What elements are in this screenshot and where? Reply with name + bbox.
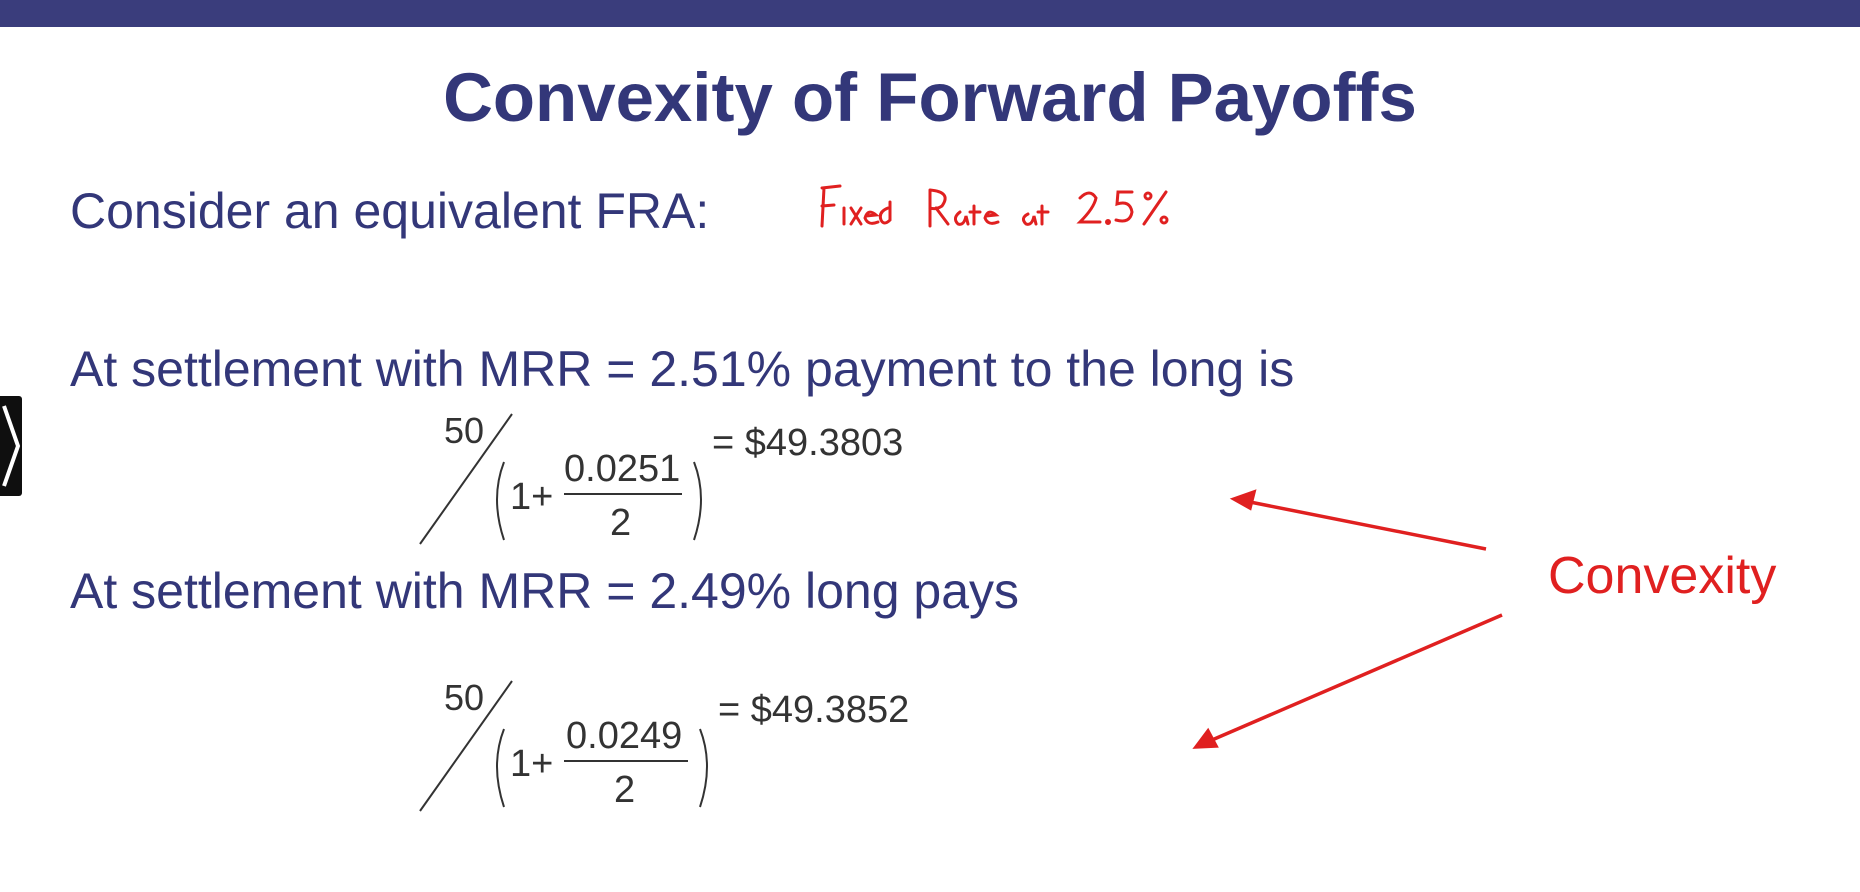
arrow-head-upper: [1229, 489, 1257, 511]
rate-value: 0.0249: [566, 715, 683, 757]
line-settlement-249: At settlement with MRR = 2.49% long pays: [70, 563, 1020, 619]
side-control-button[interactable]: [0, 396, 22, 496]
slide-title: Convexity of Forward Payoffs: [443, 59, 1417, 136]
one-plus: 1+: [510, 476, 554, 518]
formula-251: 50 1+ 0.0251 2 = $49.3803: [418, 408, 978, 568]
rate-value: 0.0251: [564, 448, 681, 490]
handwritten-scribble: [820, 184, 1169, 228]
formula-strokes: [419, 413, 702, 545]
arrow-head-lower: [1192, 727, 1219, 749]
convexity-label: Convexity: [1548, 547, 1777, 605]
chevron-right-icon: [2, 405, 21, 487]
handwritten-annotation: [818, 178, 1178, 247]
line-consider-fra: Consider an equivalent FRA:: [70, 183, 710, 239]
formula-strokes: [419, 680, 708, 812]
header-bar: [0, 0, 1860, 27]
denominator: 2: [614, 769, 636, 811]
numerator: 50: [444, 410, 485, 451]
denominator: 2: [610, 502, 632, 544]
formula-249: 50 1+ 0.0249 2 = $49.3852: [418, 675, 978, 835]
line-settlement-251: At settlement with MRR = 2.51% payment t…: [70, 341, 1295, 397]
result-value: = $49.3852: [718, 689, 910, 731]
result-value: = $49.3803: [712, 422, 904, 464]
one-plus: 1+: [510, 743, 554, 785]
numerator: 50: [444, 677, 485, 718]
